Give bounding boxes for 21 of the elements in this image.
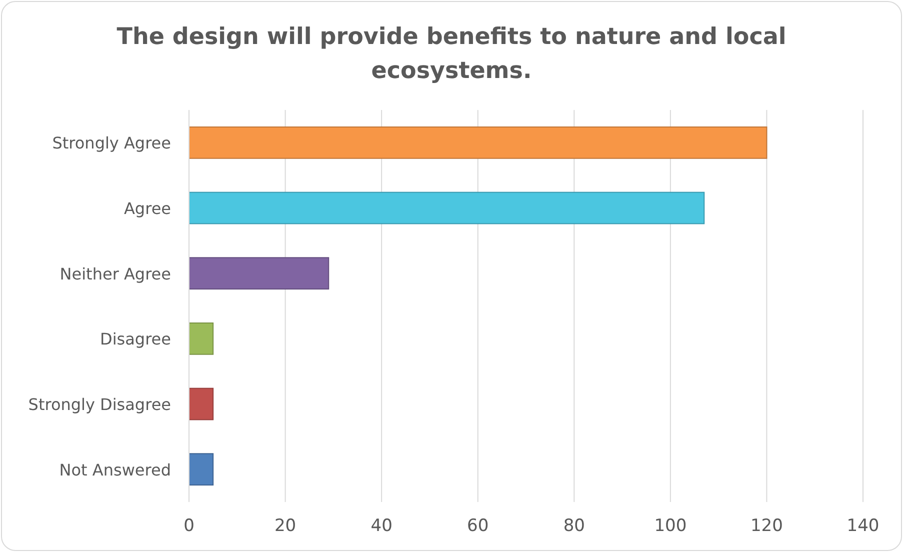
x-tick-label: 20 — [274, 516, 296, 536]
y-tick-label: Strongly Agree — [52, 134, 171, 153]
x-tick-label: 0 — [184, 516, 194, 536]
bar — [188, 322, 214, 355]
chart-title: The design will provide benefits to nature and local ecosystems. — [116, 24, 786, 84]
bar — [188, 388, 214, 420]
x-tick-label: 80 — [563, 516, 585, 536]
bar — [188, 192, 705, 224]
y-tick-label: Agree — [124, 199, 171, 218]
y-tick-label: Disagree — [100, 330, 171, 349]
x-tick-label: 140 — [846, 516, 880, 536]
x-tick-label: 40 — [370, 516, 392, 536]
y-tick-label: Neither Agree — [60, 264, 171, 284]
y-tick-label: Not Answered — [59, 460, 171, 480]
x-tick-label: 60 — [467, 516, 489, 536]
x-tick-label: 120 — [750, 516, 783, 536]
bar — [188, 126, 768, 159]
bar — [188, 453, 214, 486]
bar — [188, 257, 330, 290]
x-tick-label: 100 — [654, 516, 687, 536]
y-tick-label: Strongly Disagree — [28, 395, 171, 414]
